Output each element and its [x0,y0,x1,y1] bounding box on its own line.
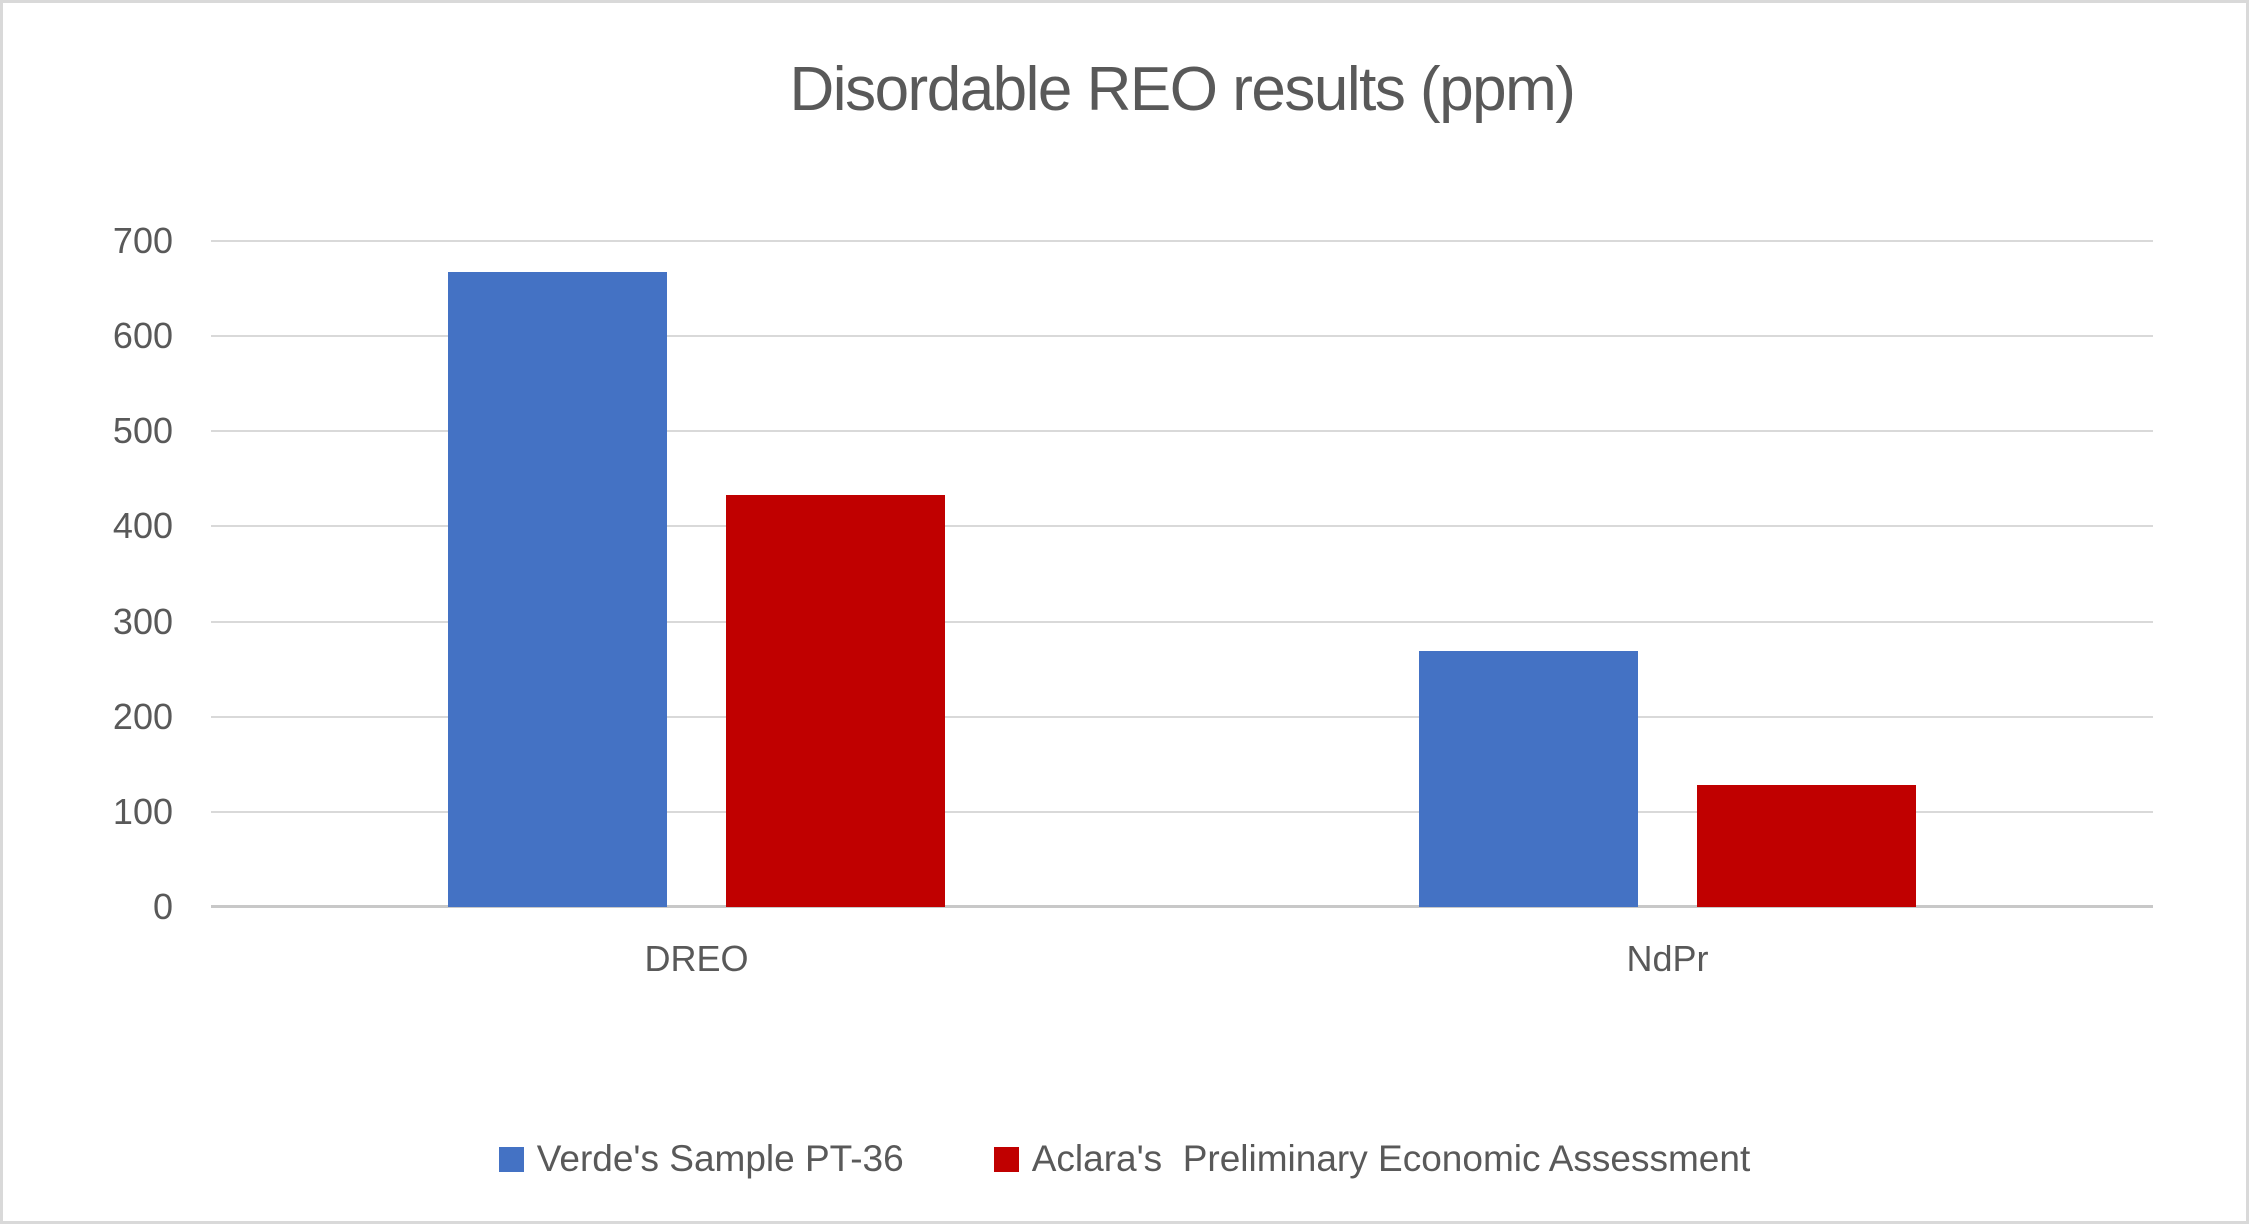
y-tick-label-600: 600 [112,315,173,357]
y-tick-label-100: 100 [112,790,173,832]
gridline-200 [211,715,2153,718]
y-tick-label-300: 300 [112,600,173,642]
x-axis-line [211,905,2153,908]
legend-swatch-aclara-s-preliminary-economic-assessment [993,1146,1019,1172]
y-tick-label-700: 700 [112,220,173,261]
bar-ndpr-verde-s-sample-pt-36 [1419,651,1638,907]
gridline-300 [211,620,2153,623]
y-tick-label-500: 500 [112,410,173,452]
x-category-label-dreo: DREO [644,938,749,979]
bar-ndpr-aclara-s-preliminary-economic-assessment [1697,785,1916,907]
bar-dreo-aclara-s-preliminary-economic-assessment [726,495,945,907]
gridline-500 [211,430,2153,433]
bar-dreo-verde-s-sample-pt-36 [448,272,667,907]
gridline-700 [211,240,2153,242]
x-axis-category-labels: DREO NdPr [211,937,2153,981]
legend-item-verde-s-sample-pt-36: Verde's Sample PT-36 [498,1137,904,1181]
y-tick-label-200: 200 [112,695,173,737]
gridline-600 [211,335,2153,338]
gridline-100 [211,810,2153,813]
x-category-label-ndpr: NdPr [1626,938,1709,979]
y-axis-tick-labels: 0 100 200 300 400 500 600 700 [3,221,173,927]
y-tick-label-0: 0 [152,886,173,927]
legend-label-aclara-s-preliminary-economic-assessment: Aclara's Preliminary Economic Assessment [1031,1138,1751,1179]
chart-title: Disordable REO results (ppm) [789,55,1576,124]
plot-area [211,240,2153,908]
legend: Verde's Sample PT-36 Aclara's Preliminary… [3,1131,2246,1187]
y-tick-label-400: 400 [112,505,173,547]
legend-swatch-verde-s-sample-pt-36 [498,1146,524,1172]
gridline-400 [211,525,2153,528]
legend-item-aclara-s-preliminary-economic-assessment: Aclara's Preliminary Economic Assessment [993,1137,1751,1181]
legend-label-verde-s-sample-pt-36: Verde's Sample PT-36 [536,1138,904,1179]
